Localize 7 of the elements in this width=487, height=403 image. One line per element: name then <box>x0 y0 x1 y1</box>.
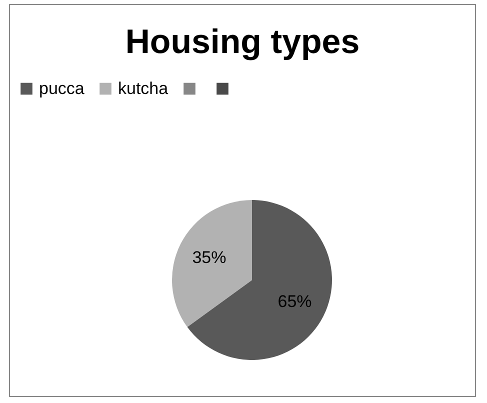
data-label: 35% <box>192 248 226 268</box>
data-label: 65% <box>278 292 312 311</box>
legend-label: kutcha <box>118 78 169 98</box>
pie-slice <box>172 200 252 328</box>
legend-label: pucca <box>39 78 85 98</box>
chart-title: Housing types <box>125 23 360 61</box>
pie-slice <box>187 200 332 360</box>
